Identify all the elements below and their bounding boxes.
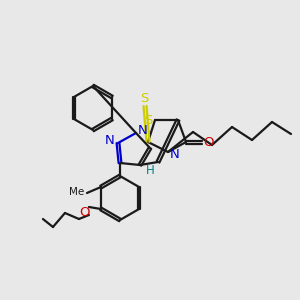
Text: O: O	[80, 206, 90, 218]
Text: S: S	[144, 113, 152, 127]
Text: N: N	[105, 134, 115, 148]
Text: N: N	[138, 124, 148, 137]
Text: Me: Me	[69, 187, 85, 197]
Text: H: H	[146, 164, 154, 176]
Text: N: N	[170, 148, 180, 161]
Text: O: O	[204, 136, 214, 148]
Text: S: S	[140, 92, 148, 106]
